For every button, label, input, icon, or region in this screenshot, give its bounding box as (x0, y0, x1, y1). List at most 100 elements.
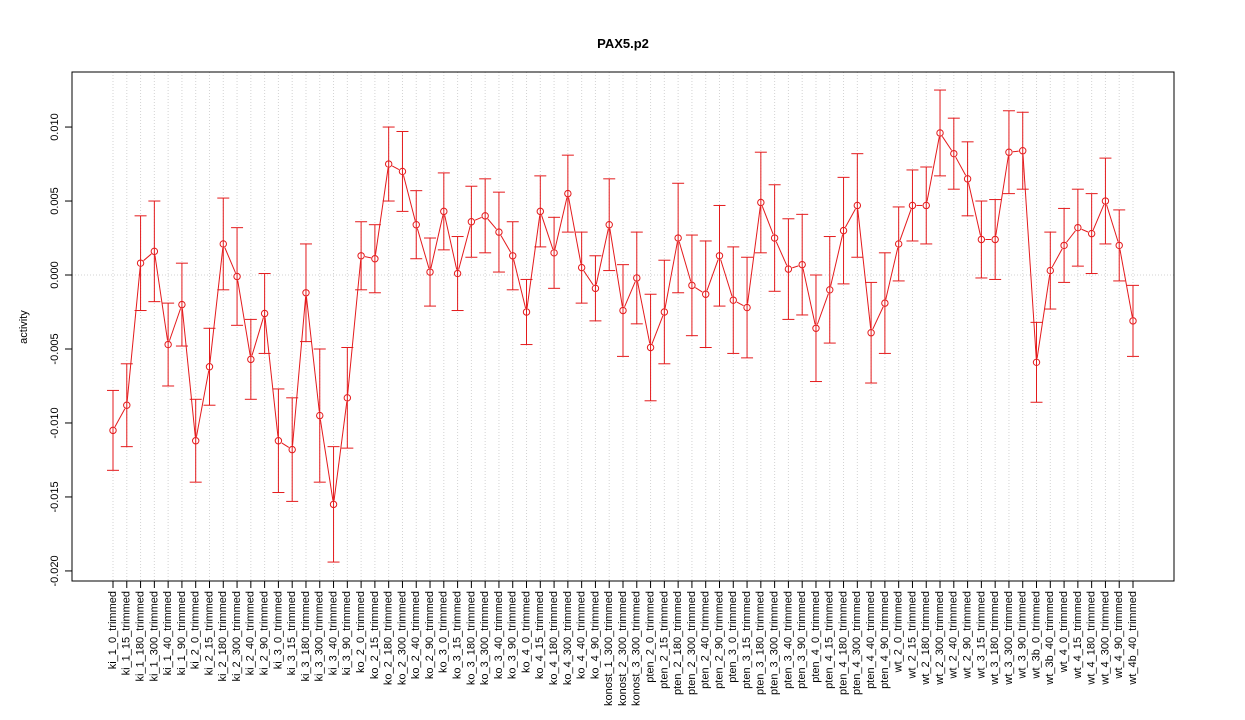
point (522, 308, 531, 316)
x-tick-label: wt_2_90_trimmed (962, 591, 974, 679)
line-segment (1066, 230, 1076, 243)
x-tick-label: wt_4_15_trimmed (1072, 591, 1084, 679)
point (247, 355, 255, 364)
point (1046, 266, 1054, 275)
line-segment (568, 197, 582, 264)
x-tick-label: pten_2_40_trimmed (700, 591, 712, 689)
line-segment (1119, 249, 1133, 318)
y-tick-label: 0.005 (49, 187, 61, 215)
point (688, 281, 696, 290)
x-tick-label: pten_2_0_trimmed (644, 591, 656, 683)
point (136, 259, 145, 267)
point (1074, 223, 1082, 232)
line-segment (319, 419, 334, 501)
y-tick-label: 0.010 (49, 113, 61, 141)
x-tick-label: wt_4_300_trimmed (1099, 591, 1111, 686)
point (715, 252, 724, 260)
line-segment (364, 256, 372, 259)
point (219, 240, 227, 248)
x-tick-label: pten_3_180_trimmed (755, 591, 767, 695)
x-tick-label: ki_3_15_trimmed (286, 591, 298, 675)
point (192, 437, 200, 445)
line-segment (845, 208, 856, 228)
point (564, 189, 572, 198)
point (922, 201, 930, 210)
point (384, 160, 393, 168)
point (288, 445, 296, 454)
line-segment (444, 215, 458, 270)
x-tick-label: ki_2_40_trimmed (245, 591, 257, 675)
x-tick-label: ko_2_180_trimmed (383, 591, 395, 685)
x-tick-label: wt_4_0_trimmed (1058, 591, 1070, 673)
line-segment (775, 241, 788, 266)
x-tick-label: pten_4_0_trimmed (810, 591, 822, 683)
x-tick-label: pten_3_15_trimmed (741, 591, 753, 689)
line-segment (1036, 274, 1051, 359)
line-segment (209, 247, 224, 363)
point (660, 308, 669, 316)
line-segment (1051, 248, 1063, 268)
line-segment (487, 218, 497, 230)
line-segment (224, 247, 236, 273)
x-tick-label: konost_1_300_trimmed (603, 591, 615, 706)
point (646, 343, 655, 352)
point (702, 290, 710, 298)
point (467, 218, 476, 226)
line-segment (391, 165, 400, 170)
line-segment (500, 235, 512, 253)
line-segment (143, 253, 152, 261)
point (743, 303, 751, 312)
point (550, 249, 558, 257)
point (591, 284, 600, 293)
point (109, 426, 117, 435)
x-tick-label: ko_2_15_trimmed (369, 591, 381, 679)
point (329, 500, 338, 509)
x-tick-label: wt_3b_40_trimmed (1044, 591, 1056, 686)
x-tick-label: pten_3_40_trimmed (782, 591, 794, 689)
x-tick-label: ko_4_300_trimmed (562, 591, 574, 685)
line-segment (747, 206, 761, 304)
line-segment (168, 308, 182, 341)
point (164, 340, 172, 349)
point (509, 252, 517, 260)
line-segment (126, 267, 141, 402)
line-segment (347, 259, 362, 394)
x-tick-label: ki_3_40_trimmed (327, 591, 339, 675)
x-tick-label: ki_2_300_trimmed (231, 591, 243, 682)
line-segment (181, 308, 196, 437)
point (274, 437, 283, 445)
line-segment (595, 228, 609, 285)
line-segment (281, 442, 290, 448)
x-tick-label: pten_3_300_trimmed (769, 591, 781, 695)
x-tick-label: pten_4_90_trimmed (879, 591, 891, 689)
x-tick-label: wt_2_15_trimmed (906, 591, 918, 679)
point (936, 129, 944, 137)
point (908, 201, 917, 210)
x-tick-label: ko_3_0_trimmed (438, 591, 450, 673)
x-tick-label: wt_3_90_trimmed (1017, 591, 1029, 679)
line-segment (736, 301, 744, 307)
line-segment (154, 255, 169, 341)
point (826, 286, 834, 294)
point (412, 221, 420, 229)
line-segment (899, 209, 912, 241)
point (233, 272, 241, 281)
x-tick-label: ki_1_300_trimmed (148, 591, 160, 682)
line-segment (995, 156, 1009, 236)
line-segment (402, 175, 416, 221)
line-segment (792, 265, 799, 269)
x-tick-label: wt_3b_0_trimmed (1030, 591, 1042, 679)
x-tick-label: ko_4_15_trimmed (534, 591, 546, 679)
point (260, 309, 269, 318)
line-segment (583, 270, 594, 286)
line-segment (637, 281, 651, 344)
line-segment (609, 228, 623, 307)
line-segment (1081, 228, 1089, 233)
point (316, 411, 324, 420)
point (894, 240, 903, 248)
x-tick-label: pten_3_90_trimmed (796, 591, 808, 689)
point (1032, 358, 1041, 367)
x-tick-label: ko_3_180_trimmed (465, 591, 477, 685)
y-tick-label: -0.015 (49, 481, 61, 512)
